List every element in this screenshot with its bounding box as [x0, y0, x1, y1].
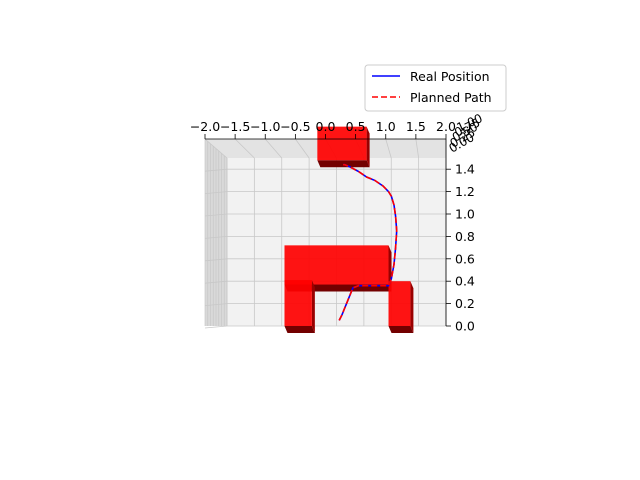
x-tick-label: 1.5 [406, 119, 426, 134]
grid-line-left [204, 325, 228, 329]
series [338, 163, 398, 321]
grid-line-top [234, 138, 255, 159]
grid-line-top [415, 138, 420, 159]
obstacle-front-face [284, 245, 389, 285]
x-tick-label: 0.0 [316, 119, 336, 134]
y-tick-label: 0.8 [455, 229, 475, 244]
grid-line-top [385, 138, 392, 159]
legend-label-real-position: Real Position [410, 69, 490, 84]
x-tick-label: 0.5 [346, 119, 366, 134]
x-tick-label: −2.0 [190, 119, 220, 134]
y-ticks: 0.0 0.2 0.4 0.6 0.8 1.0 1.2 1.4 [446, 162, 475, 334]
y-tick-label: 1.2 [455, 184, 475, 199]
z-ticks: 0.000.250.500.751.00 [447, 111, 485, 156]
legend: Real Position Planned Path [364, 64, 507, 112]
y-tick-label: 1.4 [455, 162, 475, 177]
y-tick-label: 0.6 [455, 251, 475, 266]
obstacle-bottom-face [388, 326, 414, 333]
obstacle-front-face [284, 280, 312, 326]
obstacle-side-face [311, 280, 315, 333]
x-tick-label: −1.0 [250, 119, 280, 134]
x-tick-label: 1.0 [376, 119, 396, 134]
obstacles [284, 126, 414, 333]
x-tick-label: 2.0 [436, 119, 456, 134]
obstacle-side-face [366, 126, 370, 168]
obstacle-front-face [388, 281, 411, 326]
grid-line-top [295, 138, 310, 159]
y-tick-label: 0.4 [455, 274, 475, 289]
x-tick-label: −1.5 [220, 119, 250, 134]
x-tick-label: −0.5 [280, 119, 310, 134]
legend-box [364, 64, 507, 112]
y-tick-label: 1.0 [455, 207, 475, 222]
y-tick-label: 0.2 [455, 296, 475, 311]
obstacle-bottom-face [317, 160, 370, 168]
obstacle-front-face [317, 126, 367, 161]
obstacle-bottom-face [284, 326, 315, 333]
legend-label-planned-path: Planned Path [410, 90, 492, 105]
grid-line-top [264, 138, 283, 159]
x-ticks: −2.0 −1.5 −1.0 −0.5 0.0 0.5 1.0 1.5 2.0 [190, 119, 456, 139]
obstacle-side-face [410, 281, 414, 333]
series-line-planned-path [338, 163, 398, 321]
y-tick-label: 0.0 [455, 319, 475, 334]
